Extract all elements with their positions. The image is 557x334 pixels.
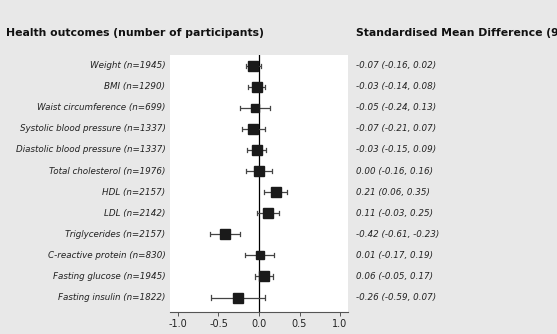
Text: -0.07 (-0.21, 0.07): -0.07 (-0.21, 0.07) — [356, 124, 437, 133]
Text: Health outcomes (number of participants): Health outcomes (number of participants) — [6, 28, 263, 38]
Text: Diastolic blood pressure (n=1337): Diastolic blood pressure (n=1337) — [16, 146, 165, 154]
Text: -0.26 (-0.59, 0.07): -0.26 (-0.59, 0.07) — [356, 293, 437, 302]
Text: Triglycerides (n=2157): Triglycerides (n=2157) — [65, 230, 165, 239]
Text: 0.11 (-0.03, 0.25): 0.11 (-0.03, 0.25) — [356, 209, 433, 218]
Text: 0.00 (-0.16, 0.16): 0.00 (-0.16, 0.16) — [356, 167, 433, 176]
Text: Fasting glucose (n=1945): Fasting glucose (n=1945) — [53, 272, 165, 281]
Text: -0.42 (-0.61, -0.23): -0.42 (-0.61, -0.23) — [356, 230, 439, 239]
Text: -0.03 (-0.14, 0.08): -0.03 (-0.14, 0.08) — [356, 82, 437, 91]
Text: BMI (n=1290): BMI (n=1290) — [104, 82, 165, 91]
Text: Total cholesterol (n=1976): Total cholesterol (n=1976) — [49, 167, 165, 176]
Text: Weight (n=1945): Weight (n=1945) — [90, 61, 165, 70]
Text: -0.07 (-0.16, 0.02): -0.07 (-0.16, 0.02) — [356, 61, 437, 70]
Text: Systolic blood pressure (n=1337): Systolic blood pressure (n=1337) — [19, 124, 165, 133]
Text: Standardised Mean Difference (95% CI): Standardised Mean Difference (95% CI) — [356, 28, 557, 38]
Text: -0.03 (-0.15, 0.09): -0.03 (-0.15, 0.09) — [356, 146, 437, 154]
Text: -0.05 (-0.24, 0.13): -0.05 (-0.24, 0.13) — [356, 103, 437, 112]
Text: 0.01 (-0.17, 0.19): 0.01 (-0.17, 0.19) — [356, 251, 433, 260]
Text: C-reactive protein (n=830): C-reactive protein (n=830) — [48, 251, 165, 260]
Text: LDL (n=2142): LDL (n=2142) — [104, 209, 165, 218]
Text: 0.06 (-0.05, 0.17): 0.06 (-0.05, 0.17) — [356, 272, 433, 281]
Text: 0.21 (0.06, 0.35): 0.21 (0.06, 0.35) — [356, 188, 431, 197]
Text: Fasting insulin (n=1822): Fasting insulin (n=1822) — [58, 293, 165, 302]
Text: Waist circumference (n=699): Waist circumference (n=699) — [37, 103, 165, 112]
Text: HDL (n=2157): HDL (n=2157) — [102, 188, 165, 197]
